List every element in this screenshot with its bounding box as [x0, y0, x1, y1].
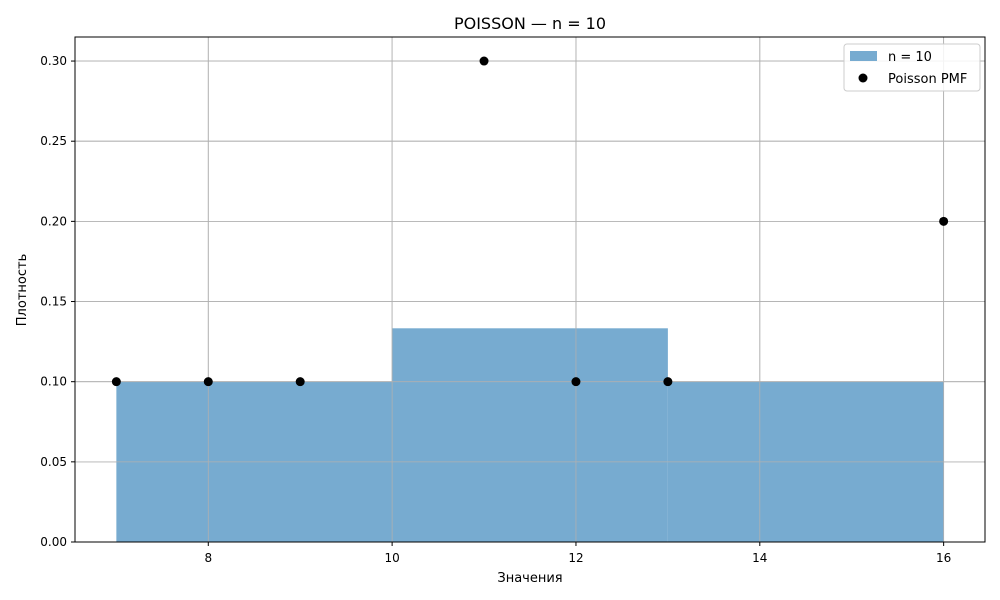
x-tick-label: 16 [936, 551, 951, 565]
pmf-point [939, 217, 948, 226]
y-tick-label: 0.15 [40, 295, 67, 309]
y-tick-label: 0.00 [40, 535, 67, 549]
y-tick-label: 0.25 [40, 134, 67, 148]
histogram-bars [75, 37, 985, 542]
y-tick-label: 0.30 [40, 54, 67, 68]
legend: n = 10 Poisson PMF [844, 44, 980, 91]
x-tick-label: 10 [384, 551, 399, 565]
histogram-bar [392, 328, 668, 542]
pmf-point [571, 377, 580, 386]
x-tick-label: 8 [204, 551, 212, 565]
y-tick-label: 0.05 [40, 455, 67, 469]
y-tick-label: 0.10 [40, 375, 67, 389]
legend-swatch-histogram [850, 51, 877, 61]
legend-label-histogram: n = 10 [888, 50, 932, 65]
pmf-point [480, 57, 489, 66]
y-axis-ticks: 0.00 0.05 0.10 0.15 0.20 0.25 0.30 [40, 54, 75, 549]
pmf-point [296, 377, 305, 386]
pmf-point [663, 377, 672, 386]
y-axis-label: Плотность [15, 254, 30, 326]
x-axis-label: Значения [497, 571, 562, 586]
chart-title: POISSON — n = 10 [454, 14, 606, 33]
x-axis-ticks: 8 10 12 14 16 [204, 542, 951, 565]
x-tick-label: 14 [752, 551, 767, 565]
y-tick-label: 0.20 [40, 214, 67, 228]
x-tick-label: 12 [568, 551, 583, 565]
pmf-point [204, 377, 213, 386]
legend-marker-pmf [859, 74, 868, 83]
legend-label-pmf: Poisson PMF [888, 72, 967, 87]
pmf-point [112, 377, 121, 386]
